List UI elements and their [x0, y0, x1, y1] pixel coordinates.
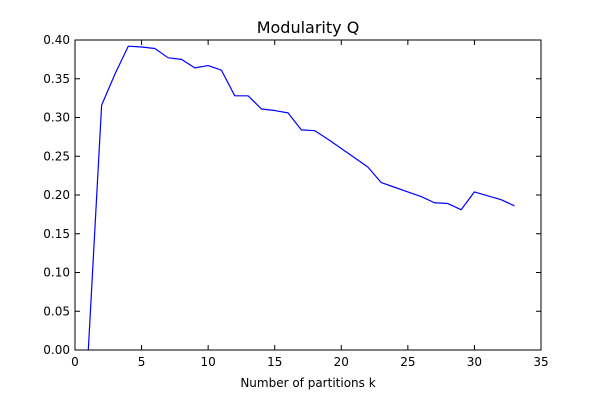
- y-tick-label: 0.30: [43, 111, 70, 125]
- x-tick-label: 35: [533, 355, 548, 369]
- x-tick-label: 30: [467, 355, 482, 369]
- x-tick-label: 25: [400, 355, 415, 369]
- x-tick-label: 15: [267, 355, 282, 369]
- y-tick-label: 0.15: [43, 227, 70, 241]
- y-tick-label: 0.25: [43, 149, 70, 163]
- y-tick-label: 0.10: [43, 266, 70, 280]
- chart-title: Modularity Q: [257, 18, 360, 37]
- y-tick-label: 0.05: [43, 304, 70, 318]
- x-tick-label: 0: [71, 355, 79, 369]
- plot-background: [75, 40, 541, 350]
- series-line: [87, 45, 515, 351]
- x-axis-label: Number of partitions k: [240, 376, 375, 390]
- ticks: 0 5 10 15 20 25 30 35 0.00 0.05 0.10 0.15 0.20 0.25 0.…: [43, 33, 548, 369]
- x-tick-label: 10: [201, 355, 216, 369]
- plot-frame: [74, 39, 542, 351]
- y-tick-label: 0.20: [43, 188, 70, 202]
- series-layer: [87, 45, 515, 351]
- y-tick-label: 0.40: [43, 33, 70, 47]
- x-tick-label: 20: [334, 355, 349, 369]
- x-tick-label: 5: [138, 355, 146, 369]
- y-tick-label: 0.35: [43, 72, 70, 86]
- y-tick-label: 0.00: [43, 343, 70, 357]
